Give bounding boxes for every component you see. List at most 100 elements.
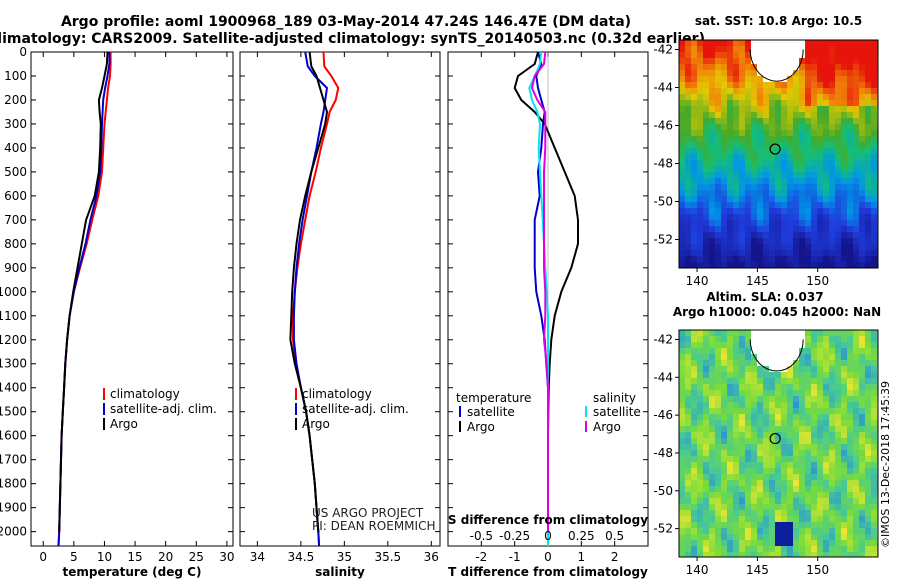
- map-cell: [757, 366, 763, 372]
- map-cell: [847, 522, 853, 528]
- map-cell: [817, 220, 823, 226]
- map-cell: [763, 238, 769, 244]
- map-cell: [781, 130, 787, 136]
- map-cell: [775, 46, 781, 52]
- map-cell: [745, 82, 751, 88]
- map-cell: [799, 178, 805, 184]
- map-cell: [769, 360, 775, 366]
- map-cell: [763, 516, 769, 522]
- map-cell: [757, 172, 763, 178]
- map-cell: [721, 330, 727, 336]
- map-cell: [805, 414, 811, 420]
- map-cell: [775, 136, 781, 142]
- map-cell: [679, 208, 685, 214]
- map-cell: [685, 426, 691, 432]
- map-cell: [685, 498, 691, 504]
- map-cell: [859, 136, 865, 142]
- map-cell: [751, 190, 757, 196]
- map-cell: [787, 160, 793, 166]
- map-cell: [871, 196, 877, 202]
- map-cell: [721, 498, 727, 504]
- map-cell: [685, 534, 691, 540]
- map-cell: [823, 142, 829, 148]
- map-field: [679, 40, 878, 268]
- map-cell: [787, 130, 793, 136]
- map-cell: [721, 166, 727, 172]
- map-cell: [691, 130, 697, 136]
- map-cell: [685, 462, 691, 468]
- map-cell: [829, 244, 835, 250]
- map-cell: [775, 232, 781, 238]
- map-cell: [787, 330, 793, 336]
- map-cell: [715, 76, 721, 82]
- map-cell: [763, 522, 769, 528]
- map-cell: [835, 88, 841, 94]
- map-cell: [727, 528, 733, 534]
- map-cell: [871, 378, 877, 384]
- map-cell: [853, 52, 859, 58]
- map-cell: [847, 178, 853, 184]
- map-cell: [853, 130, 859, 136]
- map-cell: [745, 52, 751, 58]
- map-cell: [745, 76, 751, 82]
- map-cell: [703, 52, 709, 58]
- sst-map-title: sat. SST: 10.8 Argo: 10.5: [695, 14, 862, 28]
- map-cell: [763, 142, 769, 148]
- x-tick-label: 2: [611, 550, 619, 564]
- map-cell: [853, 522, 859, 528]
- map-cell: [805, 330, 811, 336]
- map-cell: [823, 384, 829, 390]
- map-cell: [751, 232, 757, 238]
- map-cell: [817, 510, 823, 516]
- map-cell: [841, 184, 847, 190]
- map-cell: [709, 414, 715, 420]
- map-cell: [811, 450, 817, 456]
- map-cell: [793, 354, 799, 360]
- map-cell: [697, 384, 703, 390]
- map-cell: [703, 354, 709, 360]
- map-cell: [739, 426, 745, 432]
- map-cell: [835, 226, 841, 232]
- map-cell: [775, 220, 781, 226]
- map-cell: [745, 58, 751, 64]
- map-cell: [685, 336, 691, 342]
- map-cell: [763, 220, 769, 226]
- map-cell: [715, 142, 721, 148]
- map-cell: [799, 552, 805, 557]
- map-cell: [763, 438, 769, 444]
- map-cell: [709, 456, 715, 462]
- map-cell: [721, 190, 727, 196]
- map-cell: [775, 118, 781, 124]
- map-cell: [847, 88, 853, 94]
- map-cell: [709, 52, 715, 58]
- map-cell: [859, 450, 865, 456]
- map-cell: [727, 366, 733, 372]
- map-cell: [751, 408, 757, 414]
- map-cell: [763, 348, 769, 354]
- map-cell: [763, 100, 769, 106]
- map-cell: [829, 226, 835, 232]
- map-cell: [757, 378, 763, 384]
- map-cell: [769, 58, 775, 64]
- map-cell: [757, 46, 763, 52]
- map-cell: [703, 498, 709, 504]
- map-cell: [709, 196, 715, 202]
- map-cell: [823, 516, 829, 522]
- map-cell: [865, 142, 871, 148]
- map-cell: [811, 118, 817, 124]
- map-cell: [859, 94, 865, 100]
- map-cell: [781, 516, 787, 522]
- secondary-axis-label: S difference from climatology: [448, 513, 648, 527]
- map-cell: [703, 468, 709, 474]
- map-cell: [853, 226, 859, 232]
- map-cell: [715, 100, 721, 106]
- map-cell: [823, 372, 829, 378]
- map-cell: [805, 226, 811, 232]
- map-cell: [829, 154, 835, 160]
- map-cell: [769, 480, 775, 486]
- map-cell: [781, 366, 787, 372]
- map-cell: [769, 46, 775, 52]
- map-cell: [781, 82, 787, 88]
- map-cell: [715, 88, 721, 94]
- map-cell: [679, 342, 685, 348]
